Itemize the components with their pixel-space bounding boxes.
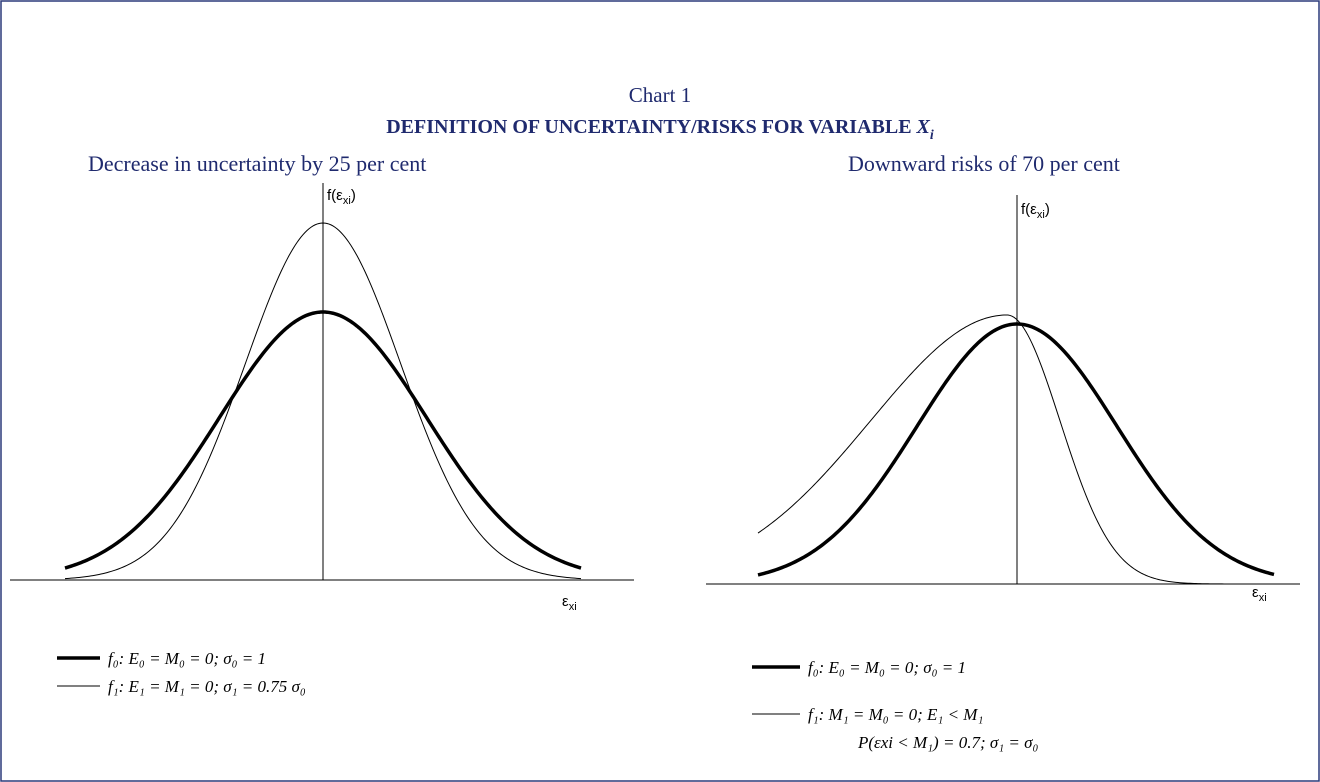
legend-text: f₁: M₁ = M₀ = 0; E₁ < M₁ [808,705,983,724]
curve-f0 [64,310,582,570]
label-sub: xi [1259,592,1267,604]
label-main: f(ε [1021,201,1037,218]
curve-f0 [757,322,1275,577]
label-sub: xi [1037,209,1045,221]
legend-text: f₀: E₀ = M₀ = 0; σ₀ = 1 [108,649,266,668]
title-text: DEFINITION OF UNCERTAINTY/RISKS FOR VARI… [386,116,911,138]
legend-text: P(εxi < M₁) = 0.7; σ₁ = σ₀ [857,733,1038,752]
legend-text: f₀: E₀ = M₀ = 0; σ₀ = 1 [808,658,966,677]
chart-title: DEFINITION OF UNCERTAINTY/RISKS FOR VARI… [386,116,934,143]
x-axis-label: εxi [562,593,577,613]
label-close: ) [351,187,356,204]
label-sub: xi [569,601,577,613]
label-main: ε [1252,584,1259,601]
title-subscript: i [930,128,934,143]
label-main: f(ε [327,187,343,204]
chart-label: Chart 1 [629,83,691,107]
y-axis-label: f(εxi) [327,187,356,207]
legend-text: f₁: E₁ = M₁ = 0; σ₁ = 0.75 σ₀ [108,677,306,696]
y-axis-label: f(εxi) [1021,201,1050,221]
panel-title: Decrease in uncertainty by 25 per cent [88,151,426,176]
label-main: ε [562,593,569,610]
curve-f1 [64,222,582,580]
title-variable: X [916,116,931,138]
label-close: ) [1045,201,1050,218]
curve-f1 [757,314,1260,585]
panel-title: Downward risks of 70 per cent [848,151,1120,176]
label-sub: xi [343,195,351,207]
x-axis-label: εxi [1252,584,1267,604]
